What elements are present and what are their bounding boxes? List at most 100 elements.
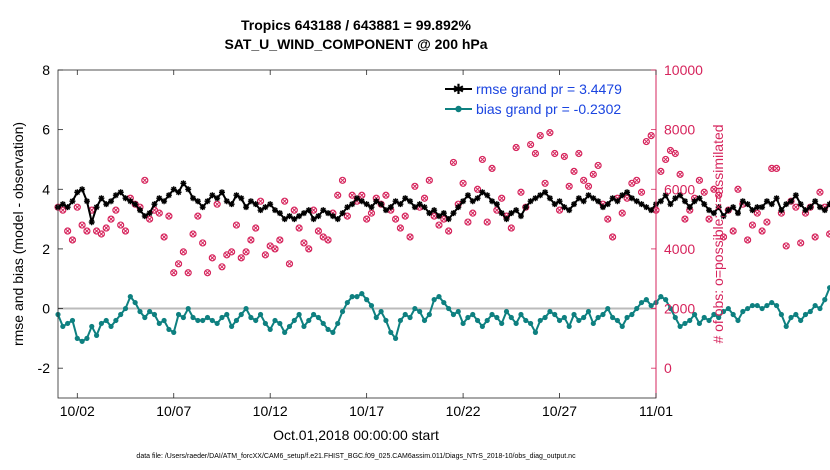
bias-point (142, 314, 148, 321)
obs-assimilated-point (711, 186, 717, 192)
obs-assimilated-point (716, 192, 722, 198)
bias-point (677, 323, 683, 330)
rmse-point (88, 219, 95, 226)
rmse-point (329, 213, 336, 220)
rmse-point (161, 198, 168, 205)
bias-point (229, 323, 235, 330)
rmse-point (759, 204, 766, 211)
rmse-point (382, 207, 389, 214)
rmse-point (508, 210, 515, 217)
bias-point (175, 311, 182, 318)
rmse-point (710, 210, 717, 217)
rmse-point (571, 201, 578, 208)
rmse-point (498, 210, 505, 217)
bias-point (523, 317, 529, 324)
obs-assimilated-point (634, 177, 640, 183)
bias-point (127, 294, 133, 300)
rmse-point (291, 216, 298, 223)
obs-assimilated-point (537, 133, 543, 138)
obs-assimilated-point (65, 228, 70, 234)
bias-point (354, 294, 360, 300)
rmse-point (363, 201, 370, 208)
rmse-point (633, 198, 640, 205)
x-tick-label: 10/07 (156, 403, 191, 419)
bias-point (204, 314, 211, 321)
bias-point (547, 308, 553, 315)
rmse-point (402, 195, 409, 202)
obs-assimilated-point (735, 186, 741, 192)
bias-point (137, 308, 143, 315)
obs-assimilated-point (489, 166, 495, 171)
rmse-point (450, 210, 457, 217)
rmse-point (686, 204, 693, 211)
legend-bias-label: bias grand pr = -0.2302 (476, 101, 621, 117)
rmse-point (561, 204, 568, 211)
bias-point (166, 326, 172, 333)
bias-point (783, 323, 789, 330)
rmse-point (339, 210, 346, 217)
obs-assimilated-point (70, 237, 75, 243)
obs-assimilated-point (754, 210, 760, 216)
legend-box (440, 77, 650, 121)
rmse-point (170, 186, 177, 193)
bias-point (171, 329, 177, 335)
bias-point (658, 294, 664, 300)
bias-point (725, 305, 731, 312)
bias-point (566, 323, 572, 330)
bias-point (359, 291, 365, 297)
bias-point (576, 317, 582, 324)
bias-point (233, 317, 240, 324)
bias-point (518, 311, 524, 318)
bias-point (118, 311, 124, 318)
bias-point (638, 299, 645, 306)
bias-point (648, 302, 654, 309)
obs-assimilated-point (316, 228, 321, 234)
bias-point (503, 308, 510, 315)
rmse-point (180, 180, 187, 187)
obs-assimilated-point (359, 192, 365, 198)
rmse-point (185, 186, 192, 193)
rmse-point (768, 201, 775, 208)
obs-assimilated-point (407, 234, 413, 240)
obs-assimilated-point (513, 145, 519, 150)
plot-area (58, 70, 656, 398)
rmse-point (662, 192, 669, 199)
bias-point (745, 305, 751, 312)
rmse-point (730, 204, 737, 211)
obs-assimilated-point (234, 222, 239, 228)
rmse-point (247, 198, 254, 205)
legend: ✱ rmse grand pr = 3.4479 bias grand pr =… (440, 77, 650, 121)
rmse-point (325, 210, 332, 217)
bias-point (195, 317, 201, 324)
rmse-point (358, 198, 365, 205)
rmse-point (609, 195, 616, 202)
bias-point (132, 299, 138, 306)
rmse-point (812, 198, 819, 205)
bias-point (161, 317, 167, 324)
bias-point (552, 311, 558, 318)
bias-point (624, 314, 630, 321)
obs-assimilated-point (672, 151, 678, 156)
bias-point (701, 314, 707, 321)
rmse-point (146, 210, 153, 217)
bias-point (267, 326, 273, 333)
rmse-point (681, 198, 688, 205)
x-tick-label: 10/22 (446, 403, 481, 419)
bias-point (282, 329, 288, 335)
obs-assimilated-point (480, 157, 485, 162)
rmse-point (354, 195, 360, 202)
bias-point (243, 305, 249, 312)
rmse-point (272, 207, 279, 214)
rmse-point (267, 201, 274, 208)
obs-assimilated-point (677, 172, 683, 177)
obs-assimilated-point (123, 228, 128, 234)
x-tick-label: 11/01 (639, 403, 673, 419)
bias-point (581, 314, 587, 321)
obs-assimilated-point (282, 198, 288, 204)
x-tick-label: 10/02 (60, 403, 95, 419)
plot-background (58, 70, 656, 398)
bias-point (335, 320, 341, 327)
y-left-tick-label: 8 (42, 62, 50, 78)
obs-assimilated-point (465, 219, 471, 225)
obs-assimilated-point (639, 189, 644, 195)
